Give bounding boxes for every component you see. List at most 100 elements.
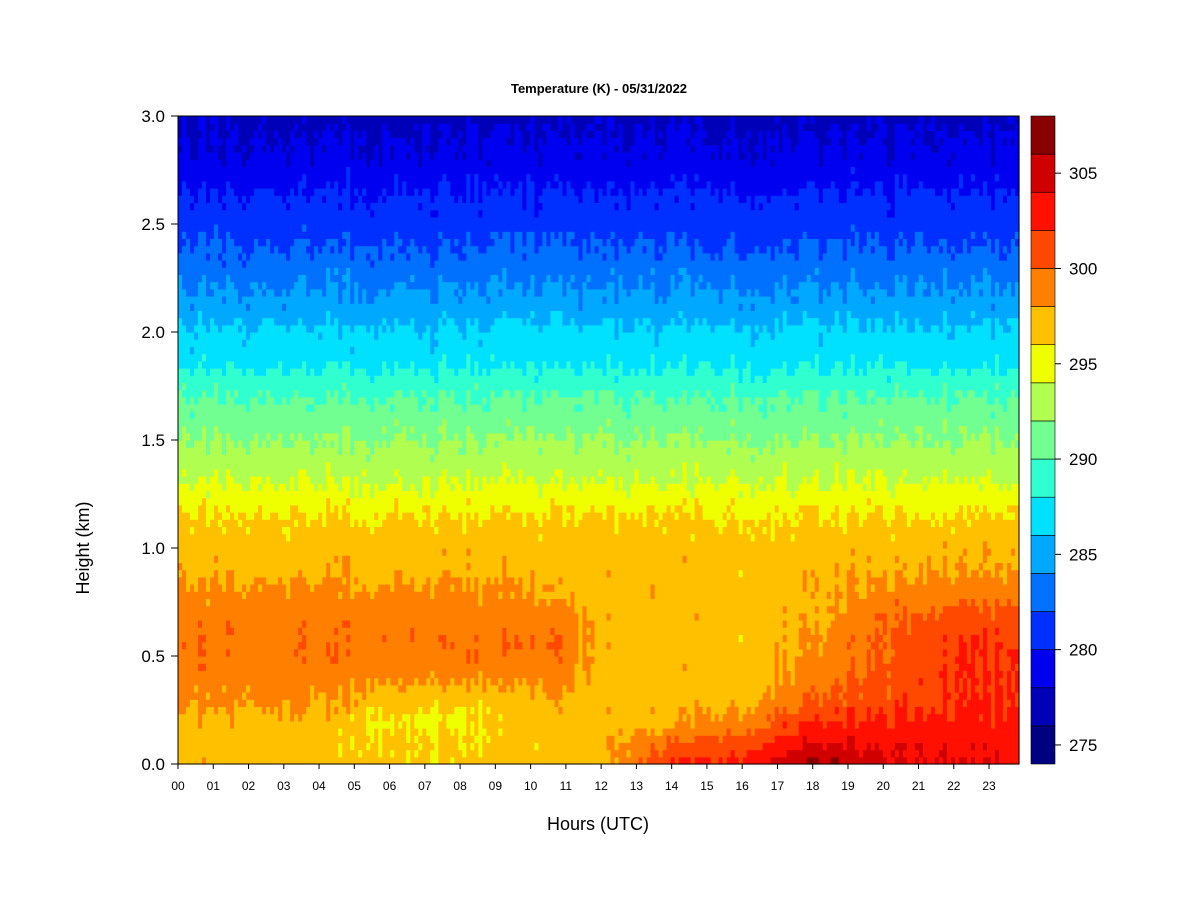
heatmap-cell [302, 476, 307, 484]
heatmap-cell [390, 238, 395, 247]
heatmap-cell [274, 641, 279, 650]
heatmap-cell [182, 692, 187, 700]
heatmap-cell [362, 756, 367, 765]
heatmap-cell [282, 238, 287, 247]
heatmap-cell [258, 137, 263, 146]
heatmap-cell [322, 144, 327, 153]
heatmap-cell [258, 756, 263, 765]
heatmap-cell [186, 411, 191, 419]
heatmap-cell [334, 699, 339, 707]
heatmap-cell [322, 584, 327, 592]
heatmap-cell [274, 483, 279, 491]
heatmap-cell [178, 296, 183, 304]
heatmap-cell [374, 382, 379, 391]
heatmap-cell [362, 612, 367, 621]
heatmap-cell [334, 440, 339, 448]
heatmap-cell [238, 490, 243, 499]
heatmap-cell [342, 281, 347, 290]
heatmap-cell [266, 324, 271, 333]
heatmap-cell [342, 440, 347, 448]
heatmap-cell [362, 454, 367, 463]
heatmap-cell [298, 605, 303, 614]
heatmap-cell [190, 699, 195, 707]
heatmap-cell [354, 353, 359, 362]
heatmap-cell [370, 180, 375, 189]
heatmap-cell [314, 418, 319, 427]
heatmap-cell [310, 137, 315, 146]
heatmap-cell [298, 584, 303, 592]
heatmap-cell [350, 260, 355, 268]
heatmap-cell [390, 130, 395, 139]
heatmap-cell [278, 454, 283, 463]
heatmap-cell [254, 375, 259, 383]
heatmap-cell [186, 540, 191, 549]
heatmap-cell [298, 317, 303, 326]
heatmap-cell [214, 476, 219, 484]
heatmap-cell [226, 267, 231, 275]
heatmap-cell [354, 512, 359, 520]
heatmap-cell [214, 454, 219, 463]
heatmap-cell [330, 339, 335, 347]
heatmap-cell [390, 540, 395, 549]
heatmap-cell [306, 620, 311, 628]
heatmap-cell [362, 252, 367, 261]
heatmap-cell [314, 368, 319, 376]
heatmap-cell [198, 346, 203, 355]
heatmap-cell [202, 389, 207, 398]
heatmap-cell [286, 598, 291, 607]
heatmap-cell [366, 447, 371, 455]
heatmap-cell [254, 188, 259, 196]
heatmap-cell [182, 612, 187, 621]
heatmap-cell [186, 418, 191, 427]
heatmap-cell [294, 641, 299, 650]
heatmap-cell [382, 555, 387, 563]
heatmap-cell [222, 440, 227, 448]
heatmap-cell [390, 490, 395, 499]
heatmap-cell [182, 533, 187, 542]
heatmap-cell [186, 231, 191, 239]
heatmap-cell [274, 612, 279, 621]
heatmap-cell [382, 497, 387, 506]
heatmap-cell [326, 317, 331, 326]
heatmap-cell [382, 468, 387, 477]
heatmap-cell [282, 648, 287, 657]
heatmap-cell [330, 440, 335, 448]
heatmap-cell [266, 634, 271, 643]
heatmap-cell [358, 440, 363, 448]
heatmap-cell [370, 684, 375, 693]
heatmap-cell [190, 173, 195, 182]
heatmap-cell [262, 123, 267, 131]
heatmap-cell [326, 137, 331, 146]
heatmap-cell [222, 504, 227, 513]
heatmap-cell [206, 641, 211, 650]
heatmap-cell [190, 576, 195, 585]
heatmap-cell [218, 519, 223, 527]
heatmap-cell [246, 663, 251, 671]
heatmap-cell [262, 418, 267, 427]
heatmap-cell [190, 252, 195, 261]
heatmap-cell [306, 533, 311, 542]
heatmap-cell [334, 346, 339, 355]
heatmap-cell [234, 418, 239, 427]
heatmap-cell [178, 533, 183, 542]
heatmap-cell [238, 699, 243, 707]
heatmap-cell [286, 173, 291, 182]
heatmap-cell [222, 260, 227, 268]
heatmap-cell [246, 432, 251, 441]
heatmap-cell [254, 728, 259, 736]
heatmap-cell [386, 375, 391, 383]
heatmap-cell [230, 144, 235, 153]
heatmap-cell [210, 742, 215, 751]
heatmap-cell [302, 713, 307, 722]
heatmap-cell [242, 123, 247, 131]
heatmap-cell [318, 173, 323, 182]
heatmap-cell [186, 252, 191, 261]
heatmap-cell [222, 432, 227, 441]
heatmap-cell [314, 756, 319, 765]
heatmap-cell [254, 411, 259, 419]
heatmap-cell [330, 483, 335, 491]
heatmap-cell [182, 231, 187, 239]
heatmap-cell [354, 116, 359, 124]
heatmap-cell [198, 461, 203, 470]
heatmap-cell [258, 252, 263, 261]
